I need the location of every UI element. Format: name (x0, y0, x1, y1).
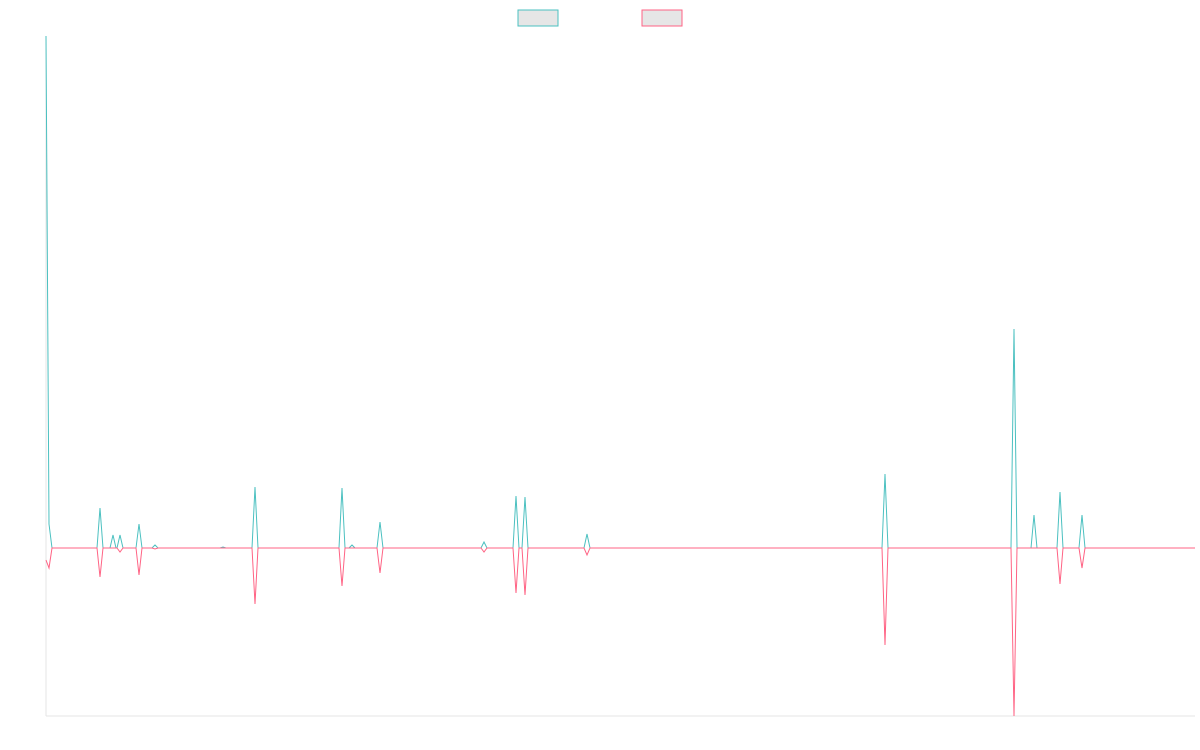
legend-swatch[interactable] (517, 9, 559, 27)
series-line (45, 35, 1195, 549)
legend-swatch[interactable] (641, 9, 683, 27)
series-line (45, 547, 1195, 717)
